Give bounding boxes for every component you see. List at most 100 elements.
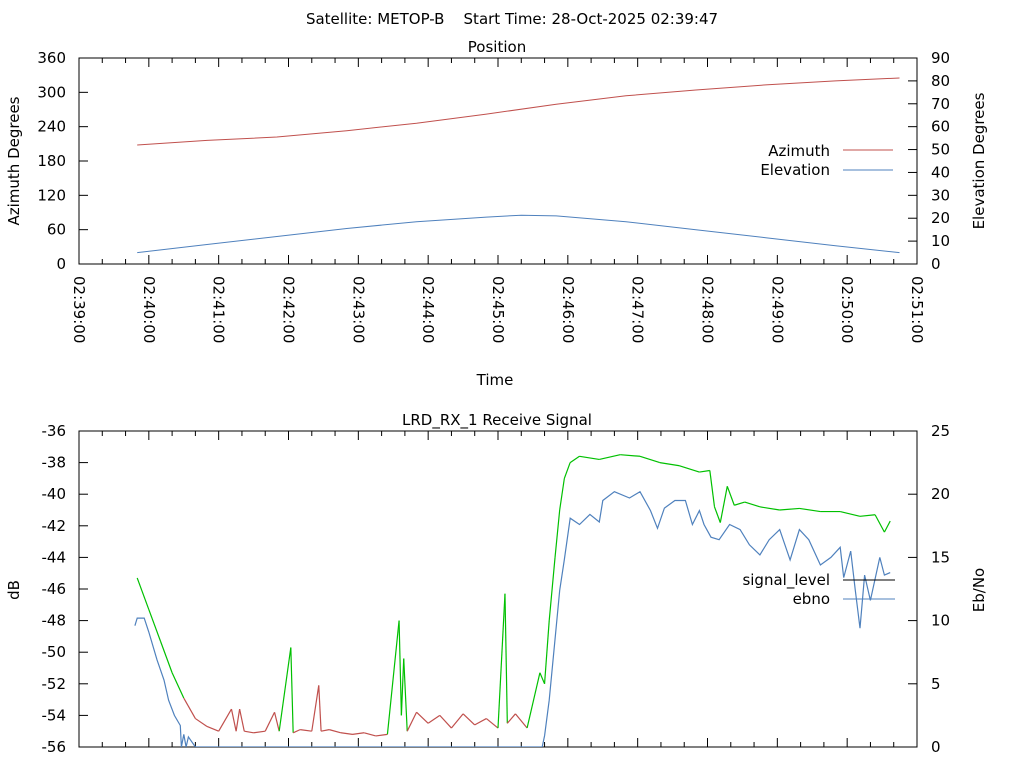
x-tick-label: 02:48:00 — [699, 276, 717, 343]
signal-level-segment — [352, 732, 365, 735]
y2-tick-label: 40 — [931, 163, 950, 181]
signal-level-segment — [659, 462, 680, 467]
signal-level-segment — [292, 729, 301, 734]
series-group — [134, 454, 891, 747]
signal-level-segment — [713, 506, 721, 523]
signal-level-segment — [569, 455, 580, 464]
x-tick-label: 02:39:00 — [70, 276, 88, 343]
y-tick-label: -42 — [42, 517, 67, 535]
signal-level-segment — [539, 672, 546, 685]
signal-level-segment — [159, 640, 173, 673]
x-tick-label: 02:44:00 — [419, 276, 437, 343]
signal-level-segment — [599, 454, 621, 461]
signal-level-segment — [726, 486, 735, 506]
azimuth-axis-label: Azimuth Degrees — [5, 96, 23, 225]
y2-tick-label: 0 — [931, 255, 941, 273]
x-tick-label: 02:45:00 — [489, 276, 507, 343]
signal-level-segment — [235, 708, 241, 732]
signal-level-segment — [779, 507, 800, 511]
signal-level-segment — [474, 718, 487, 726]
signal-level-segment — [719, 486, 728, 523]
signal-level-segment — [699, 469, 710, 473]
signal-level-segment — [548, 557, 556, 621]
signal-level-segment — [620, 454, 641, 457]
y2-tick-label: 60 — [931, 118, 950, 136]
y-tick-label: 240 — [37, 118, 66, 136]
x-tick-label: 02:47:00 — [629, 276, 647, 343]
x-tick-label: 02:40:00 — [140, 276, 158, 343]
signal-level-segment — [639, 455, 660, 464]
receive-signal-chart: LRD_RX_1 Receive Signal dB Eb/No signal_… — [5, 411, 988, 756]
y-tick-label: -48 — [42, 612, 67, 630]
signal-level-segment — [311, 685, 320, 732]
y-tick-label: 360 — [37, 49, 66, 67]
signal-level-segment — [462, 713, 476, 726]
y2-tick-label: 10 — [931, 612, 950, 630]
signal-level-segment — [679, 465, 700, 473]
signal-level-segment — [239, 708, 245, 732]
signal-level-segment — [563, 462, 571, 479]
signal-level-segment — [799, 507, 821, 513]
signal-level-segment — [264, 711, 276, 732]
y-tick-label: 120 — [37, 186, 66, 204]
signal-level-segment — [439, 714, 452, 729]
y-tick-label: -56 — [42, 738, 67, 756]
y2-tick-label: 20 — [931, 209, 950, 227]
signal-level-segment — [840, 510, 861, 517]
signal-level-segment — [375, 733, 388, 737]
signal-level-segment — [329, 729, 342, 734]
signal-level-segment — [559, 478, 565, 511]
signal-level-segment — [230, 708, 237, 732]
signal-level-segment — [148, 609, 162, 642]
signal-level-segment — [320, 729, 330, 732]
x-tick-label: 02:46:00 — [559, 276, 577, 343]
time-axis-label: Time — [476, 371, 514, 389]
series-line-elevation — [137, 214, 900, 254]
signal-level-segment — [497, 593, 506, 729]
y-tick-label: -40 — [42, 485, 67, 503]
signal-level-segment — [206, 725, 219, 732]
signal-level-segment — [183, 697, 196, 719]
signal-level-segment — [883, 520, 891, 533]
signal-level-segment — [318, 685, 322, 732]
y2-tick-label: 90 — [931, 49, 950, 67]
y2-tick-label: 30 — [931, 186, 950, 204]
signal-level-segment — [290, 647, 294, 733]
ebno-axis-label: Eb/No — [970, 568, 988, 612]
signal-level-segment — [759, 506, 780, 511]
receive-signal-chart-title: LRD_RX_1 Receive Signal — [402, 411, 592, 430]
signal-level-segment — [579, 455, 600, 461]
signal-level-segment — [734, 501, 745, 506]
db-axis-label: dB — [5, 580, 23, 600]
signal-level-segment — [554, 509, 561, 558]
signal-level-segment — [450, 713, 464, 729]
position-chart: Position Azimuth Degrees Elevation Degre… — [5, 38, 988, 389]
legend-label-azimuth: Azimuth — [768, 142, 830, 160]
signal-level-segment — [195, 718, 208, 727]
signal-level-segment — [506, 713, 516, 724]
y-tick-label: 0 — [56, 255, 66, 273]
legend-label-signal-level: signal_level — [742, 571, 830, 590]
x-tick-label: 02:50:00 — [838, 276, 856, 343]
y2-tick-label: 20 — [931, 485, 950, 503]
signal-level-segment — [526, 672, 541, 729]
signal-level-segment — [859, 514, 876, 517]
signal-level-segment — [136, 577, 150, 610]
legend-label-ebno: ebno — [793, 590, 830, 608]
y2-tick-label: 50 — [931, 141, 950, 159]
x-tick-label: 02:51:00 — [908, 276, 926, 343]
plot-frame — [78, 430, 918, 748]
y-tick-label: 300 — [37, 83, 66, 101]
signal-level-segment — [398, 620, 402, 716]
y-tick-label: 180 — [37, 152, 66, 170]
elevation-axis-label: Elevation Degrees — [970, 92, 988, 229]
x-tick-label: 02:42:00 — [280, 276, 298, 343]
signal-level-segment — [340, 732, 353, 735]
signal-level-segment — [709, 470, 716, 507]
y2-tick-label: 10 — [931, 232, 950, 250]
page-title: Satellite: METOP-B Start Time: 28-Oct-20… — [306, 10, 718, 28]
signal-level-segment — [874, 514, 885, 533]
signal-level-segment — [427, 714, 441, 724]
signal-level-segment — [543, 620, 550, 684]
signal-level-segment — [485, 718, 499, 729]
